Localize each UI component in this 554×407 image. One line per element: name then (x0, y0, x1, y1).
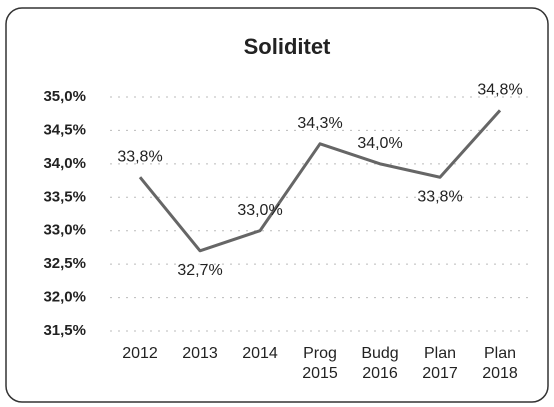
y-tick-label: 35,0% (43, 88, 86, 105)
y-tick-label: 32,5% (43, 255, 86, 272)
y-tick-label: 33,5% (43, 188, 86, 205)
y-tick-label: 34,0% (43, 155, 86, 172)
x-tick-label: Plan 2018 (482, 345, 518, 382)
data-label: 34,8% (477, 82, 522, 99)
x-tick-label: Budg 2016 (361, 345, 399, 382)
x-tick-label: 2012 (122, 345, 158, 362)
data-label: 33,0% (237, 202, 282, 219)
data-line (138, 109, 502, 253)
data-label: 33,8% (417, 188, 462, 205)
data-label: 34,0% (357, 135, 402, 152)
y-tick-label: 32,0% (43, 289, 86, 306)
data-label: 33,8% (117, 148, 162, 165)
x-tick-label: Prog 2015 (302, 345, 338, 382)
chart-title: Soliditet (244, 34, 331, 59)
data-label: 32,7% (177, 262, 222, 279)
y-tick-label: 34,5% (43, 121, 86, 138)
x-tick-label: 2013 (182, 345, 218, 362)
x-tick-label: Plan 2017 (422, 345, 458, 382)
y-tick-label: 33,0% (43, 222, 86, 239)
y-tick-label: 31,5% (43, 322, 86, 339)
x-tick-label: 2014 (242, 345, 278, 362)
data-label: 34,3% (297, 115, 342, 132)
